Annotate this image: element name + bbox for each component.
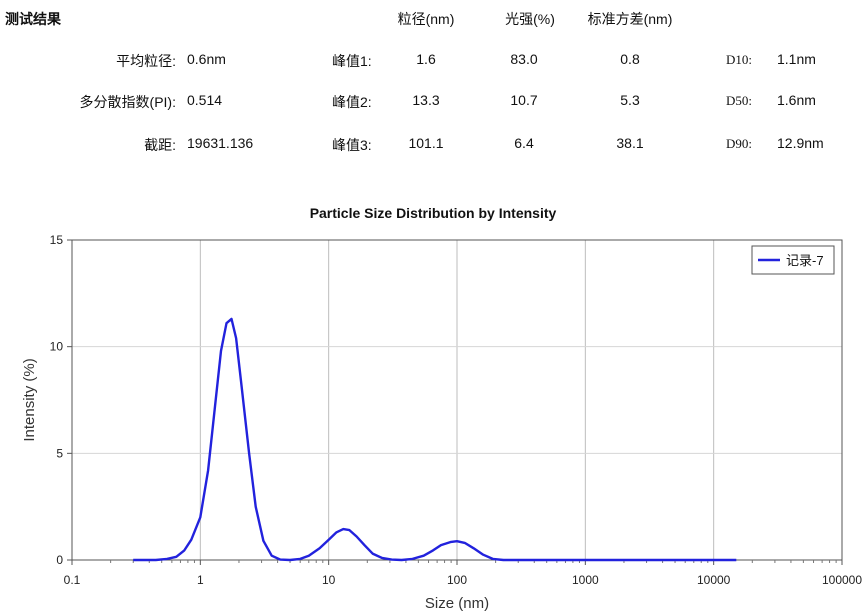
series-line-record-7 <box>133 317 737 562</box>
x-tick-label: 0.1 <box>64 573 81 587</box>
col-header-std: 标准方差(nm) <box>587 11 673 27</box>
peak-3-intensity: 6.4 <box>514 135 534 151</box>
col-header-intensity: 光强(%) <box>505 11 555 27</box>
x-tick-label: 10000 <box>697 573 731 587</box>
col-header-size: 粒径(nm) <box>397 11 455 27</box>
y-tick-label: 15 <box>50 233 64 247</box>
d10-label: D10: <box>726 52 752 67</box>
d50-label: D50: <box>726 93 752 108</box>
x-tick-label: 1000 <box>572 573 599 587</box>
peak-1-intensity: 83.0 <box>510 51 538 67</box>
peak-2-intensity: 10.7 <box>510 92 538 108</box>
x-tick-label: 1 <box>197 573 204 587</box>
peak-3-std: 38.1 <box>616 135 644 151</box>
intercept-value: 19631.136 <box>187 135 254 151</box>
x-tick-label: 100000 <box>822 573 862 587</box>
section-title: 测试结果 <box>5 11 61 27</box>
chart-title: Particle Size Distribution by Intensity <box>310 205 557 221</box>
mean-size-label: 平均粒径: <box>116 53 176 69</box>
peak-3-size: 101.1 <box>408 135 444 151</box>
peak-3-label: 峰值3: <box>332 137 372 153</box>
intercept-label: 截距: <box>144 137 176 153</box>
peak-2-label: 峰值2: <box>332 94 372 110</box>
peak-2-std: 5.3 <box>620 92 640 108</box>
y-tick-label: 10 <box>50 340 64 354</box>
d90-value: 12.9nm <box>777 135 824 151</box>
peak-1-label: 峰值1: <box>332 53 372 69</box>
legend: 记录-7 <box>751 245 835 275</box>
d50-value: 1.6nm <box>777 92 816 108</box>
y-tick-label: 5 <box>56 446 63 460</box>
legend-label: 记录-7 <box>786 253 824 268</box>
peak-2-size: 13.3 <box>412 92 440 108</box>
x-axis-label: Size (nm) <box>425 595 489 612</box>
d10-value: 1.1nm <box>777 51 816 67</box>
y-tick-label: 0 <box>56 553 63 567</box>
x-tick-label: 10 <box>322 573 336 587</box>
d90-label: D90: <box>726 136 752 151</box>
pdi-value: 0.514 <box>187 92 223 108</box>
peak-1-size: 1.6 <box>416 51 436 67</box>
pdi-label: 多分散指数(PI): <box>79 94 176 110</box>
peak-1-std: 0.8 <box>620 51 640 67</box>
mean-size-value: 0.6nm <box>187 51 226 67</box>
y-axis-label: Intensity (%) <box>21 358 38 441</box>
x-tick-label: 100 <box>447 573 467 587</box>
